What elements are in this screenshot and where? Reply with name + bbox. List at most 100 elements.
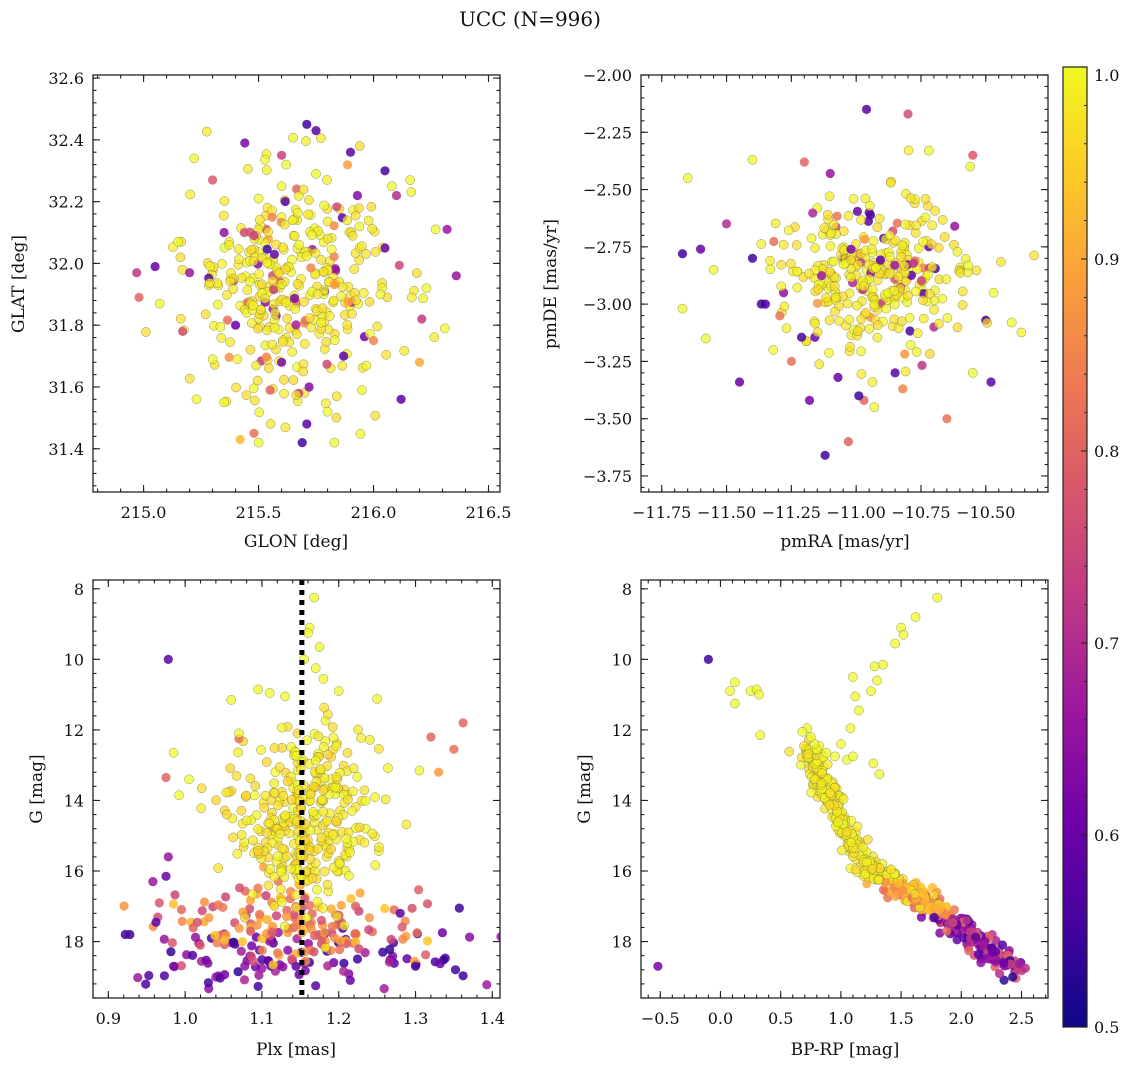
pm-point [845, 342, 855, 352]
plx-point [257, 945, 267, 956]
plx-xtick-label: 0.9 [96, 1009, 121, 1028]
pm-point [869, 402, 880, 413]
pm-point [900, 349, 910, 359]
pm-point [939, 232, 950, 242]
pm-point [911, 286, 921, 297]
plx-point [168, 747, 179, 758]
pm-point [927, 220, 938, 231]
plx-ytick-label: 14 [64, 791, 84, 810]
plx-point [359, 837, 370, 848]
colorbar-tick-label: 1.0 [1094, 66, 1119, 85]
sky-point [276, 279, 287, 289]
plx-point [212, 938, 222, 948]
plx-point [414, 885, 424, 895]
pm-point [859, 234, 870, 244]
plx-point [328, 732, 339, 743]
plx-point [174, 790, 184, 801]
sky-point [288, 132, 298, 143]
cmd-point [962, 915, 972, 925]
pm-point [902, 290, 913, 301]
plx-point [326, 844, 336, 855]
sky-point [319, 200, 330, 211]
plx-point [482, 980, 492, 990]
pm-point [889, 299, 900, 310]
cmd-point [893, 878, 904, 888]
cmd-point [999, 975, 1009, 985]
cmd-point [944, 918, 954, 928]
sky-point [185, 268, 195, 278]
pm-point [924, 348, 935, 359]
cmd-point [942, 926, 952, 936]
plx-xtick-label: 1.1 [249, 1009, 274, 1028]
sky-point [288, 375, 299, 385]
plx-point [343, 794, 353, 805]
sky-point [337, 281, 348, 292]
plx-point [250, 781, 261, 791]
sky-point [260, 293, 271, 304]
cmd-point [971, 932, 981, 942]
pm-point [804, 395, 815, 405]
plx-point [246, 926, 256, 936]
cmd-ytick-label: 12 [612, 721, 632, 740]
colorbar-ticks: 0.5 0.6 0.7 0.8 0.9 1.0 [1081, 66, 1119, 1037]
sky-point [267, 212, 277, 222]
sky-point [274, 268, 284, 278]
pm-point [870, 263, 881, 273]
pm-point [860, 193, 871, 204]
pm-point [988, 287, 999, 298]
plx-point [203, 958, 213, 968]
plx-ytick-label: 12 [64, 721, 84, 740]
sky-point [279, 219, 290, 230]
pm-ytick-label: −3.00 [583, 295, 632, 314]
plx-point [282, 912, 292, 922]
pm-point [832, 211, 842, 221]
plx-point [323, 749, 333, 760]
cmd-point [890, 891, 901, 901]
panel-color-magnitude-diagram: −0.5 0.0 0.5 1.0 1.5 2.0 2.5 8 10 12 14 16 18 BP-RP … [575, 579, 1049, 1060]
plx-point [163, 654, 173, 665]
plx-point [264, 688, 275, 698]
plx-point [308, 781, 319, 792]
pm-point [747, 154, 758, 165]
cmd-points [653, 592, 1030, 985]
pm-point [890, 235, 901, 246]
plx-point [286, 864, 296, 874]
sky-point [411, 268, 422, 279]
sky-xlabel: GLON [deg] [244, 532, 348, 552]
cmd-point [934, 904, 945, 914]
plx-point [331, 772, 342, 782]
plx-point [458, 718, 468, 728]
sky-point [301, 251, 312, 261]
sky-point [367, 223, 378, 234]
pm-ytick-label: −3.75 [583, 467, 632, 486]
cmd-point [797, 726, 808, 737]
pm-point [810, 243, 820, 253]
cmd-point [929, 913, 939, 923]
pm-point [924, 288, 935, 299]
plx-point [280, 810, 291, 821]
pm-point [913, 243, 924, 254]
plx-point [188, 950, 198, 961]
sky-point [254, 407, 265, 418]
sky-point [253, 193, 264, 204]
pm-point [900, 219, 911, 230]
sky-point [302, 419, 312, 429]
plx-point [287, 954, 297, 964]
sky-point [299, 339, 310, 349]
cmd-point [897, 885, 908, 895]
sky-point [345, 147, 356, 157]
plx-point [305, 825, 316, 836]
sky-point [366, 201, 377, 212]
panel-proper-motion-scatter: −11.75 −11.50 −11.25 −11.00 −10.75 −10.50 −3.7… [541, 66, 1049, 552]
sky-xtick-label: 216.5 [466, 503, 512, 522]
plx-point [253, 824, 263, 834]
sky-point [287, 347, 298, 357]
plx-point [346, 894, 356, 904]
cmd-point [806, 787, 816, 798]
plx-point [281, 851, 292, 862]
pm-point [885, 252, 895, 262]
plx-point [335, 945, 345, 955]
cmd-point [836, 845, 847, 856]
pm-axes-frame [640, 74, 1049, 493]
sky-point [232, 354, 243, 365]
